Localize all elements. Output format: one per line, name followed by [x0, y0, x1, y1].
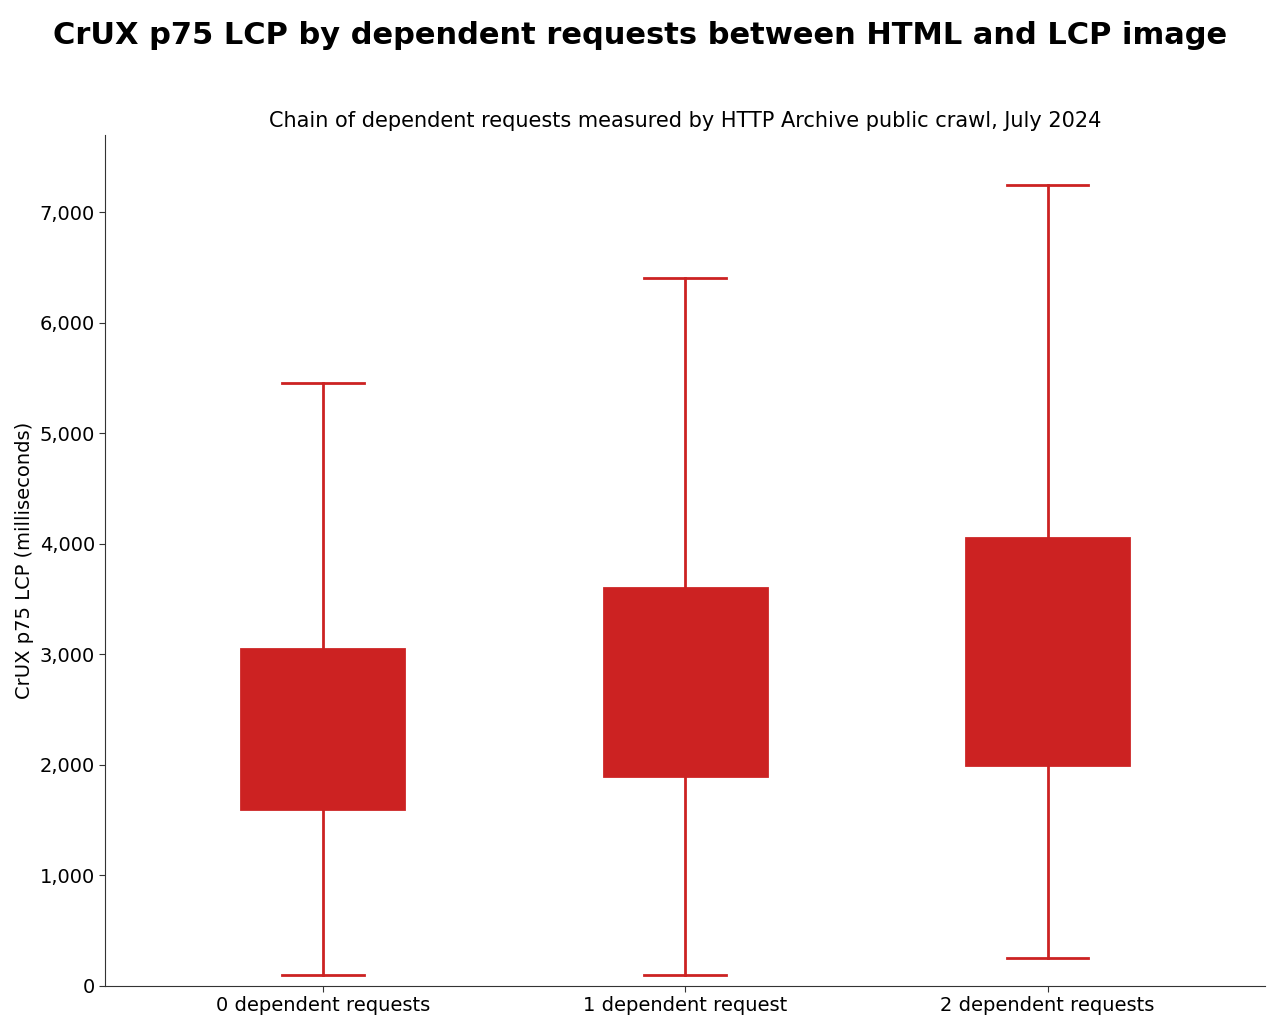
PathPatch shape [966, 538, 1129, 764]
PathPatch shape [604, 588, 767, 776]
Text: CrUX p75 LCP by dependent requests between HTML and LCP image: CrUX p75 LCP by dependent requests betwe… [52, 21, 1228, 49]
Title: Chain of dependent requests measured by HTTP Archive public crawl, July 2024: Chain of dependent requests measured by … [269, 110, 1101, 131]
Y-axis label: CrUX p75 LCP (milliseconds): CrUX p75 LCP (milliseconds) [15, 421, 35, 698]
PathPatch shape [241, 649, 404, 809]
